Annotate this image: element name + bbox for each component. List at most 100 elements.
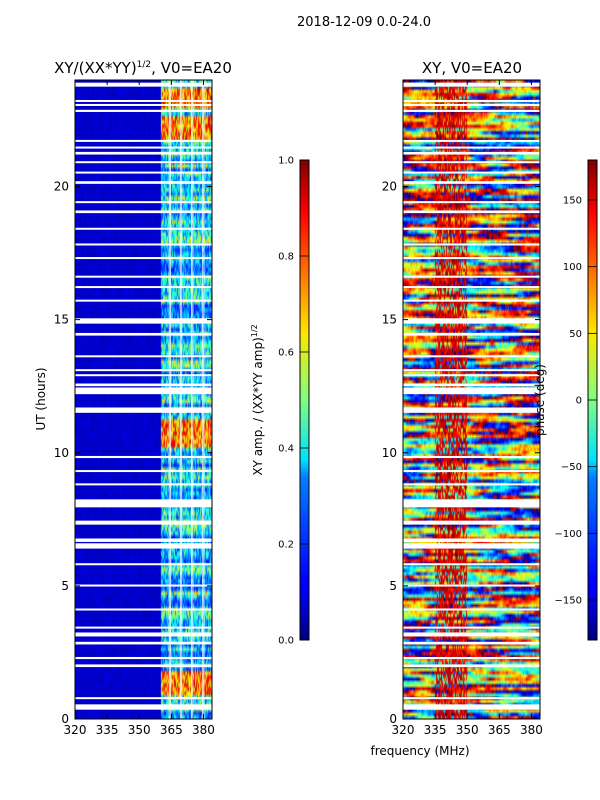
time-gap	[403, 520, 540, 525]
time-gap	[75, 499, 212, 508]
amplitude-panel-title: XY/(XX*YY)1/2, V0=EA20	[54, 59, 232, 77]
phase-heatmap-raster	[403, 80, 540, 719]
time-gap	[75, 520, 212, 525]
time-gap	[403, 299, 540, 302]
time-gap	[403, 318, 540, 324]
time-gap	[403, 275, 540, 278]
x-tick-label: 350	[128, 723, 151, 737]
amplitude-plot-frame	[74, 79, 213, 720]
channel-gap	[179, 80, 181, 719]
y-tick-label: 20	[382, 180, 397, 194]
amplitude-y-ticks: 0 5 10 15 20	[54, 180, 212, 726]
amplitude-title-exponent: 1/2	[137, 60, 151, 70]
time-gap	[403, 538, 540, 542]
phase-panel-title: XY, V0=EA20	[422, 59, 522, 77]
time-gap	[75, 470, 212, 473]
time-gap	[403, 563, 540, 566]
time-gap	[75, 299, 212, 302]
time-gap	[75, 383, 212, 387]
time-gap	[75, 286, 212, 289]
frequency-axis-label: frequency (MHz)	[370, 744, 469, 758]
y-tick-label: 15	[382, 313, 397, 327]
phase-plot-frame	[402, 79, 541, 720]
amplitude-x-ticks: 320 335 350 365 380	[64, 80, 215, 737]
x-tick-label: 335	[424, 723, 447, 737]
time-gap	[403, 286, 540, 289]
time-gap	[75, 543, 212, 549]
time-gap	[403, 704, 540, 710]
time-gap	[403, 82, 540, 87]
x-tick-label: 380	[192, 723, 215, 737]
x-tick-label: 320	[64, 723, 87, 737]
amplitude-y-axis-label: UT (hours)	[34, 367, 48, 430]
time-gap	[403, 227, 540, 230]
colorbar-tick-label: 150	[563, 196, 582, 207]
time-gap	[403, 632, 540, 637]
time-gap	[75, 632, 212, 637]
y-tick-label: 0	[389, 712, 397, 726]
x-tick-label: 320	[392, 723, 415, 737]
time-gap	[75, 641, 212, 645]
time-gap	[75, 82, 212, 87]
phase-x-ticks: 320 335 350 365 380	[392, 80, 543, 737]
colorbar-tick-label: 0	[576, 396, 582, 407]
time-gap	[403, 161, 540, 164]
time-gap	[403, 243, 540, 246]
time-gap	[403, 99, 540, 102]
time-gap	[403, 656, 540, 660]
time-gap	[75, 563, 212, 566]
time-gap	[75, 697, 212, 700]
time-gap	[403, 201, 540, 204]
phase-colorbar: −150 −100 −50 0 50 100 150 phase (deg)	[533, 159, 598, 641]
time-gap	[75, 227, 212, 230]
time-gap	[403, 499, 540, 508]
time-gap	[403, 483, 540, 486]
time-gap	[403, 383, 540, 387]
time-gap	[75, 139, 212, 142]
time-gap	[403, 584, 540, 587]
colorbar-tick-label: 0.0	[278, 636, 294, 647]
channel-gap	[168, 80, 170, 719]
y-tick-label: 5	[389, 579, 397, 593]
amplitude-title-main: XY/(XX*YY)	[54, 59, 137, 77]
time-gap	[75, 704, 212, 710]
time-gap	[403, 697, 540, 700]
time-gap	[75, 109, 212, 112]
amplitude-heatmap-raster	[75, 80, 212, 719]
time-gap	[75, 584, 212, 587]
amplitude-colorbar-label: XY amp. / (XX*YY amp)1/2	[250, 324, 265, 475]
figure-suptitle: 2018-12-09 0.0-24.0	[297, 15, 431, 30]
y-tick-label: 10	[382, 446, 397, 460]
y-tick-label: 20	[54, 180, 69, 194]
time-gap	[403, 455, 540, 459]
y-tick-label: 0	[61, 712, 69, 726]
colorbar-tick-label: −50	[561, 462, 582, 473]
time-gap	[75, 257, 212, 260]
colorbar-tick-label: −100	[555, 529, 582, 540]
time-gap	[75, 171, 212, 174]
time-gap	[403, 146, 540, 149]
channel-gap	[170, 80, 172, 719]
channel-gap	[191, 80, 193, 719]
x-tick-label: 365	[488, 723, 511, 737]
time-gap	[75, 151, 212, 155]
time-gap	[403, 387, 540, 395]
x-tick-label: 380	[520, 723, 543, 737]
time-gap	[75, 355, 212, 358]
time-gap	[75, 455, 212, 459]
channel-gap	[192, 80, 194, 719]
time-gap	[403, 369, 540, 372]
time-gap	[75, 210, 212, 214]
time-gap	[75, 656, 212, 660]
time-gap	[75, 243, 212, 246]
colorbar-tick-label: 50	[569, 329, 582, 340]
x-tick-label: 365	[160, 723, 183, 737]
colorbar-tick-label: 0.8	[278, 252, 294, 263]
amplitude-heatmap-gaps	[75, 80, 212, 719]
time-gap	[403, 210, 540, 214]
time-gap	[75, 103, 212, 106]
time-gap	[403, 407, 540, 413]
y-tick-label: 10	[54, 446, 69, 460]
x-tick-label: 335	[96, 723, 119, 737]
